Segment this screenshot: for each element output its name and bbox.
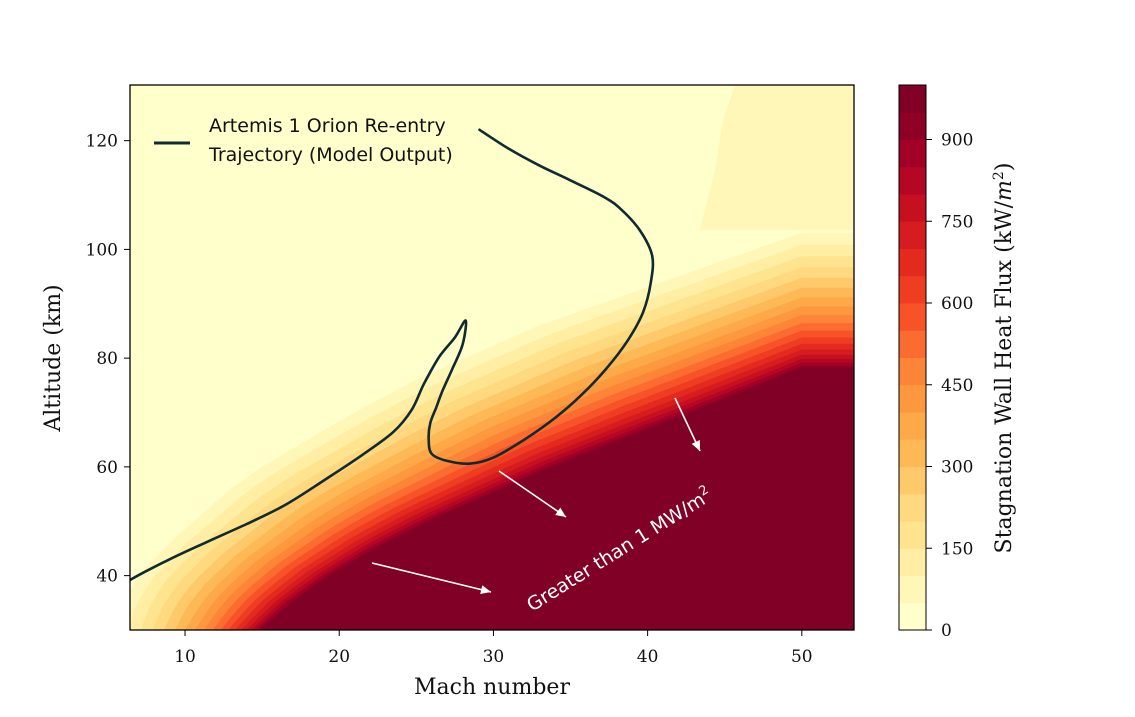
colorbar-tick-label-750: 750 [941,212,973,232]
colorbar: 0 150 300 450 600 750 900 Stagnation Wall Heat… [898,84,1017,641]
colorbar-band-16 [899,166,926,195]
colorbar-band-0 [899,602,926,631]
x-tick-label-30: 30 [483,647,505,667]
series-layer [130,128,655,582]
contour-band-19 [260,367,854,630]
annotation-arrowhead-2 [555,507,566,517]
colorbar-band-12 [899,275,926,304]
x-axis-label: Mach number [414,675,570,700]
colorbar-band-14 [899,221,926,249]
legend-label-line2: Trajectory (Model Output) [208,144,453,166]
colorbar-band-3 [899,521,926,549]
colorbar-band-8 [899,384,926,413]
colorbar-band-2 [899,548,926,576]
colorbar-band-5 [899,466,926,495]
y-tick-label-120: 120 [86,132,118,152]
colorbar-tick-label-450: 450 [941,376,973,396]
colorbar-band-11 [899,303,926,331]
colorbar-tick-label-0: 0 [941,621,952,641]
contour-upper-region [700,85,854,230]
colorbar-band-18 [899,112,926,140]
heat-flux-contours [130,85,854,630]
x-tick-label-50: 50 [791,647,813,667]
annotation-arrows [371,397,701,594]
annotation-arrow-1 [371,562,492,593]
colorbar-tick-label-300: 300 [941,458,973,478]
plot-frame [129,84,855,631]
x-tick-label-10: 10 [174,647,196,667]
plot-area: Greater than 1 MW/m2 [129,84,855,631]
annotation-arrowhead-3 [691,440,700,451]
x-tick-label-20: 20 [328,647,350,667]
y-tick-label-60: 60 [96,458,118,478]
colorbar-band-19 [899,85,926,113]
colorbar-frame [898,84,927,631]
colorbar-band-7 [899,412,926,440]
colorbar-band-17 [899,139,926,168]
x-axis: 10 20 30 40 50 [174,630,813,667]
colorbar-band-9 [899,357,926,386]
y-tick-label-40: 40 [96,567,118,587]
colorbar-band-6 [899,439,926,467]
annotation-arrowhead-1 [480,585,491,594]
annotation-arrow-2 [498,470,567,518]
trajectory-line [130,128,655,582]
colorbar-band-4 [899,493,926,522]
colorbar-label: Stagnation Wall Heat Flux (kW/m2) [991,163,1017,554]
y-tick-label-100: 100 [86,240,118,260]
colorbar-tick-label-150: 150 [941,539,973,559]
y-tick-label-80: 80 [96,349,118,369]
colorbar-band-10 [899,330,926,358]
colorbar-tick-label-600: 600 [941,294,973,314]
y-axis: 40 60 80 100 120 [86,132,130,587]
colorbar-band-15 [899,194,926,222]
colorbar-tick-label-900: 900 [941,131,973,151]
colorbar-band-1 [899,575,926,604]
legend: Artemis 1 Orion Re-entry Trajectory (Mod… [154,115,453,166]
y-axis-label: Altitude (km) [41,284,66,432]
legend-label-line1: Artemis 1 Orion Re-entry [209,115,446,137]
colorbar-band-13 [899,248,926,277]
x-tick-label-40: 40 [637,647,659,667]
colorbar-ticks: 0 150 300 450 600 750 900 [926,131,973,641]
colorbar-bands [899,85,926,631]
